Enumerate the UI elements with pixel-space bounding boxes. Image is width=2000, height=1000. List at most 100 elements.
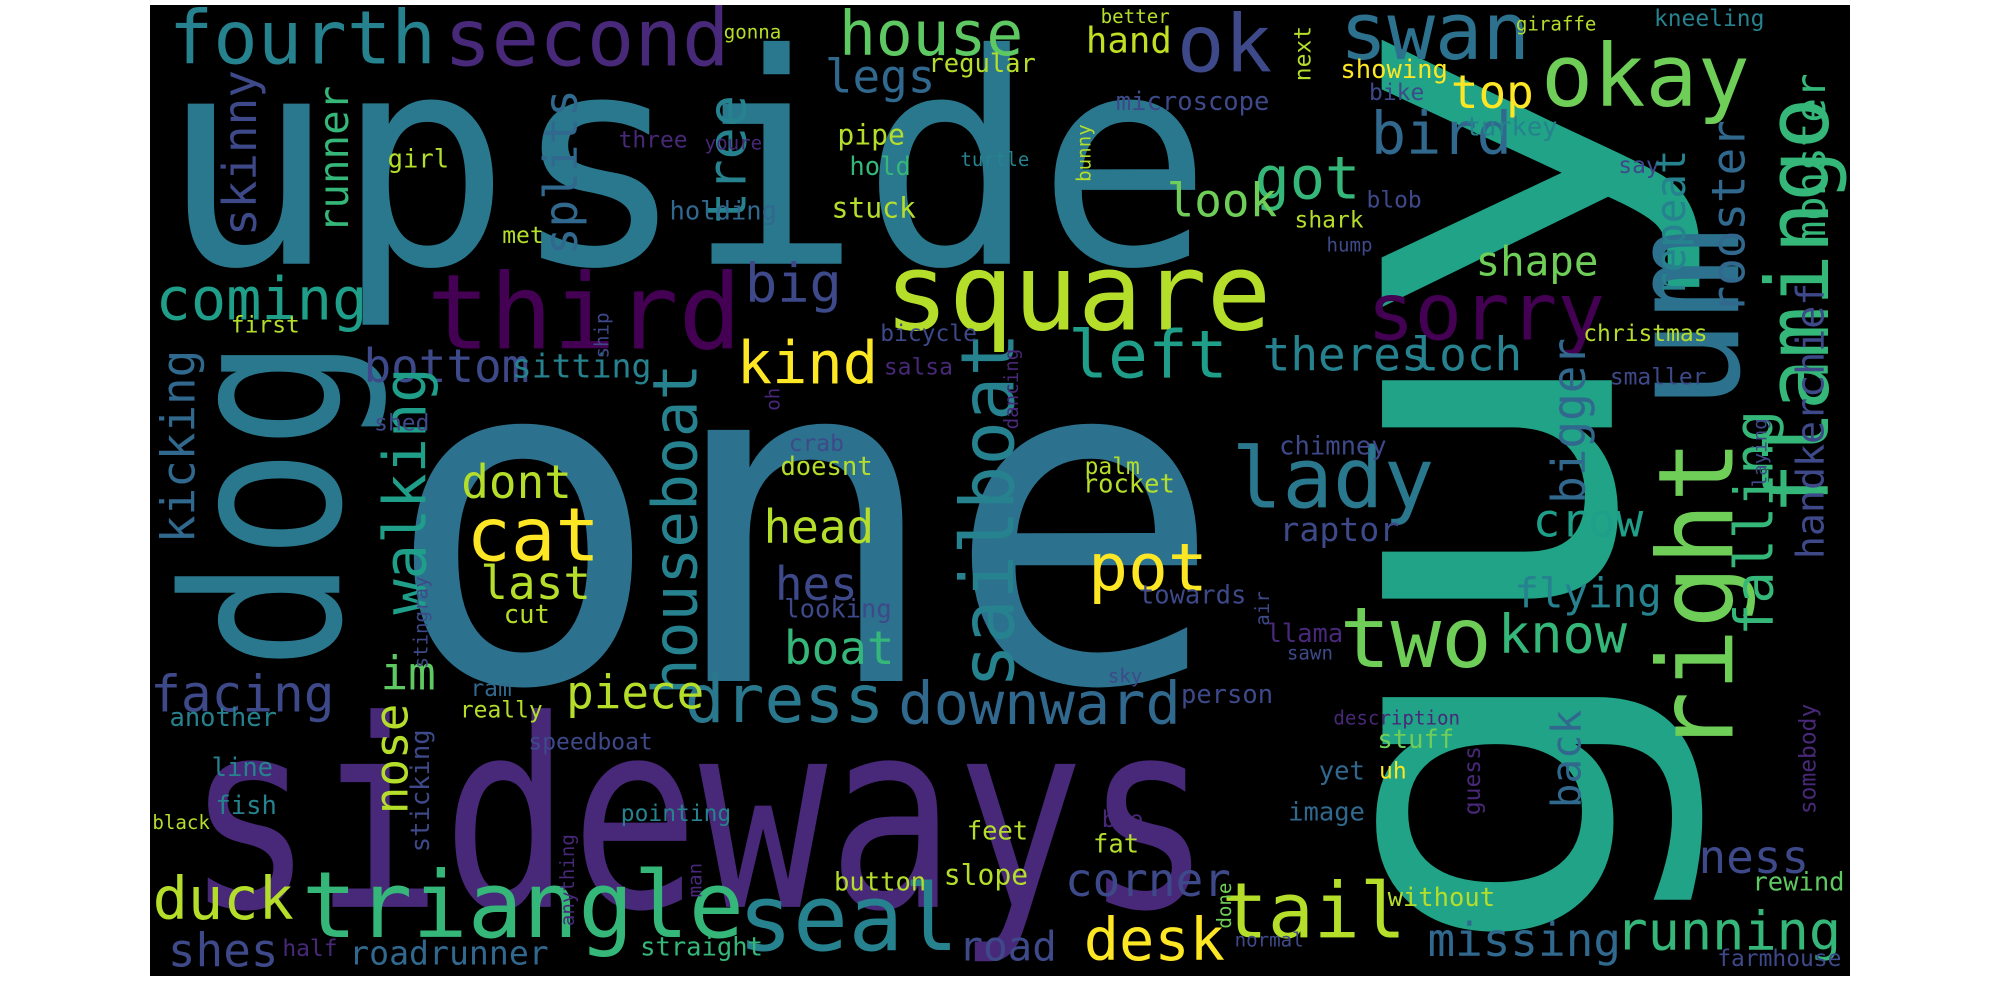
word: splits <box>534 89 588 255</box>
word: regular <box>928 49 1035 79</box>
word: um <box>1597 227 1775 411</box>
word: sailboat <box>946 332 1032 688</box>
word: last <box>480 556 591 610</box>
word: desk <box>1084 906 1225 974</box>
word: ship <box>591 312 614 358</box>
word: boat <box>784 621 895 675</box>
word: flying <box>1514 569 1661 617</box>
word: stingray <box>409 576 432 668</box>
word: back <box>1542 710 1590 808</box>
word: swan <box>1340 0 1530 78</box>
word: somebody <box>1796 704 1822 814</box>
word: seal <box>738 865 959 972</box>
word: half <box>282 936 337 962</box>
word: button <box>834 868 926 898</box>
word: corner <box>1065 853 1231 907</box>
word: line <box>212 753 273 783</box>
word: one <box>383 256 1225 790</box>
word: guy <box>1222 19 1712 963</box>
word: yet <box>1319 757 1365 787</box>
word: say <box>1618 153 1659 179</box>
word: dont <box>461 455 572 509</box>
word: bird <box>1371 100 1512 168</box>
word: another <box>169 703 276 733</box>
word: looking <box>784 595 891 625</box>
word: done <box>1213 883 1236 929</box>
word: skinny <box>213 70 267 236</box>
word: walking <box>372 367 440 614</box>
word: blob <box>1367 187 1422 213</box>
word: hes <box>775 557 858 611</box>
word: air <box>1251 591 1274 626</box>
word: youre <box>705 131 763 154</box>
word: salsa <box>884 354 953 380</box>
word: nose <box>365 704 419 815</box>
word: rooster <box>1701 120 1755 313</box>
word: guess <box>1460 746 1486 815</box>
word: sawn <box>1287 642 1333 665</box>
word: second <box>444 0 730 84</box>
word: slope <box>944 859 1028 892</box>
word: hold <box>849 152 910 182</box>
word: triangle <box>302 852 744 959</box>
word: man <box>684 863 707 898</box>
word: cut <box>504 600 550 630</box>
word: bee <box>1102 807 1143 833</box>
word: fat <box>1093 829 1139 859</box>
word: ram <box>470 676 511 702</box>
word: next <box>1291 26 1317 81</box>
word: okay <box>1541 26 1750 127</box>
word: upside <box>160 0 1212 334</box>
cloud-background <box>150 5 1850 976</box>
word: sitting <box>512 347 652 386</box>
word: coming <box>156 266 368 334</box>
word: head <box>764 500 875 554</box>
word: big <box>745 252 842 315</box>
word: kicking <box>152 350 206 543</box>
word: square <box>884 231 1271 355</box>
word: image <box>1288 798 1365 828</box>
word: downward <box>898 670 1181 738</box>
word: theres <box>1263 328 1429 382</box>
word: really <box>460 697 543 723</box>
word: bigger <box>1542 338 1596 504</box>
word: hand <box>1086 20 1172 61</box>
word: look <box>1167 173 1278 227</box>
word: monster <box>1787 73 1835 245</box>
word: fish <box>215 791 276 821</box>
word: handkerchief <box>1789 283 1834 559</box>
word: runner <box>310 86 358 233</box>
word: crab <box>789 431 844 457</box>
word: sticking <box>406 729 436 852</box>
word: got <box>1254 145 1360 213</box>
word: shark <box>1295 208 1364 234</box>
word: ness <box>1699 830 1810 884</box>
word: im <box>381 646 436 700</box>
word: roadrunner <box>349 933 549 972</box>
word: sideways <box>186 664 1213 969</box>
word: missing <box>1428 913 1621 967</box>
word: microscope <box>1116 87 1270 117</box>
word: running <box>1615 900 1841 963</box>
word: bicycle <box>880 321 977 347</box>
word: bike <box>1369 80 1424 106</box>
word: tail <box>1222 867 1406 956</box>
word: ok <box>1177 0 1272 91</box>
word: turtle <box>960 148 1029 171</box>
word: sorry <box>1367 267 1605 359</box>
word: third <box>427 252 742 374</box>
word: left <box>1068 316 1228 394</box>
word: fourth <box>169 0 436 81</box>
word: pipe <box>837 119 905 152</box>
word: cat <box>466 493 600 579</box>
word: dancing <box>1000 349 1023 430</box>
word: loch <box>1412 328 1523 382</box>
word: know <box>1498 602 1628 665</box>
word: repeat <box>1647 150 1695 297</box>
word: laying <box>1749 418 1772 487</box>
word: turkey <box>1465 113 1557 143</box>
word: kneeling <box>1654 6 1764 32</box>
word: anything <box>556 834 579 926</box>
